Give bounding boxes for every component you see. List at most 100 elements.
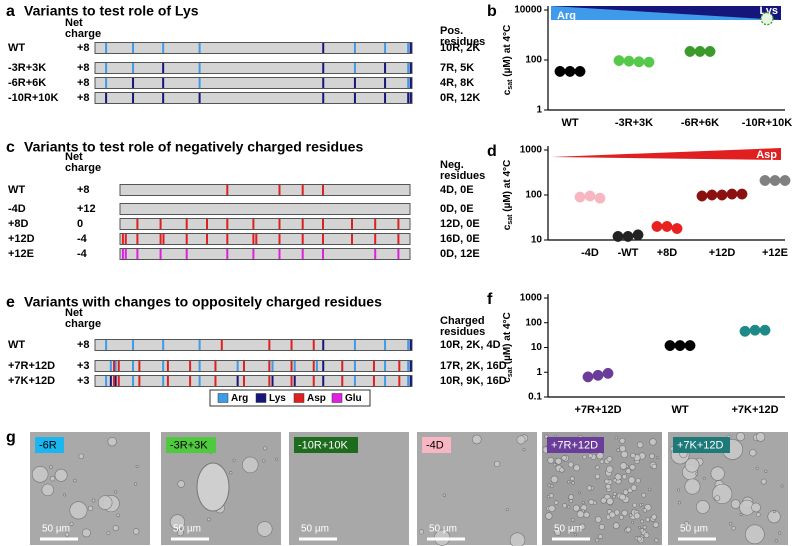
droplet xyxy=(630,452,636,459)
column-header: charge xyxy=(65,28,101,40)
residue-count: 16D, 0E xyxy=(440,233,480,245)
residue-stripe xyxy=(353,361,356,371)
residue-stripe xyxy=(409,43,412,53)
column-header: charge xyxy=(65,162,101,174)
residue-stripe xyxy=(409,361,412,371)
gradient-wedge xyxy=(551,6,781,20)
legend-swatch xyxy=(293,393,305,403)
droplet xyxy=(619,445,627,453)
data-point xyxy=(643,56,655,68)
droplet xyxy=(712,483,733,505)
droplet xyxy=(132,528,140,535)
legend-swatch xyxy=(331,393,343,403)
row-label: +7R+12D xyxy=(8,360,55,372)
droplet xyxy=(635,478,641,484)
residue-stripe xyxy=(374,249,377,259)
residue-count: 10R, 9K, 16D xyxy=(440,375,507,387)
y-tick-label: 10 xyxy=(531,342,543,353)
droplet xyxy=(614,436,618,440)
residue-stripe xyxy=(252,234,255,244)
droplet xyxy=(262,459,266,463)
droplet xyxy=(655,456,659,459)
droplet xyxy=(275,457,279,461)
sequence-bar xyxy=(94,92,413,104)
residue-stripe xyxy=(384,63,387,73)
residue-stripe xyxy=(113,376,116,386)
droplet xyxy=(639,528,644,533)
residue-stripe xyxy=(242,361,245,371)
data-point xyxy=(759,324,771,336)
net-charge: +8 xyxy=(77,92,90,104)
sequence-bar xyxy=(119,233,411,245)
y-axis-label-part: c xyxy=(502,224,513,230)
droplet xyxy=(595,538,600,543)
residue-count: 7R, 5K xyxy=(440,62,474,74)
residue-stripe xyxy=(138,376,141,386)
droplet xyxy=(755,466,759,470)
x-tick-label: +7K+12D xyxy=(731,404,778,416)
band-label: Arg xyxy=(557,10,576,22)
residue-stripe xyxy=(189,376,192,386)
residue-stripe xyxy=(214,361,217,371)
sample-label: -6R xyxy=(39,439,57,451)
row-label: -4D xyxy=(8,203,26,215)
residue-stripe xyxy=(407,340,410,350)
x-tick-label: -WT xyxy=(618,247,639,259)
row-label: WT xyxy=(8,184,25,196)
panel-letter: a xyxy=(6,3,15,20)
column-header: residues xyxy=(440,170,485,182)
droplet xyxy=(581,500,585,505)
residue-stripe xyxy=(407,63,410,73)
droplet xyxy=(242,456,259,474)
residue-stripe xyxy=(384,43,387,53)
y-axis-label-part: sat xyxy=(507,79,514,90)
droplet xyxy=(702,477,706,481)
droplet xyxy=(730,499,741,509)
droplet xyxy=(647,487,652,492)
residue-stripe xyxy=(162,234,165,244)
data-point xyxy=(739,325,751,337)
x-tick-label: -3R+3K xyxy=(615,117,653,129)
residue-stripe xyxy=(162,93,165,103)
residue-stripe xyxy=(105,63,108,73)
residue-stripe xyxy=(268,376,271,386)
data-point xyxy=(651,221,663,232)
data-point xyxy=(749,324,761,336)
residue-stripe xyxy=(397,234,400,244)
residue-stripe xyxy=(301,249,304,259)
column-header: Neg. xyxy=(440,159,464,171)
legend-label: Asp xyxy=(307,393,326,404)
y-tick-label: 10 xyxy=(531,235,543,246)
residue-stripe xyxy=(226,234,229,244)
residue-stripe xyxy=(162,376,165,386)
data-point xyxy=(674,340,686,351)
legend-label: Arg xyxy=(231,393,248,404)
column-header: Charged xyxy=(440,315,485,327)
sample-label: -4D xyxy=(426,439,444,451)
droplet xyxy=(614,473,622,481)
droplet xyxy=(418,529,424,535)
residue-stripe xyxy=(132,43,135,53)
data-point xyxy=(706,189,718,201)
droplet xyxy=(774,539,778,543)
residue-count: 10R, 2K, 4D xyxy=(440,339,501,351)
residue-stripe xyxy=(113,361,116,371)
droplet xyxy=(196,462,230,512)
residue-stripe xyxy=(198,376,201,386)
data-point xyxy=(769,175,781,186)
data-point xyxy=(613,55,625,67)
net-charge: -4 xyxy=(77,233,88,245)
residue-stripe xyxy=(397,249,400,259)
residue-stripe xyxy=(198,93,201,103)
residue-stripe xyxy=(398,376,401,386)
droplet xyxy=(561,455,567,461)
droplet xyxy=(442,493,447,497)
residue-count: 4R, 8K xyxy=(440,77,474,89)
y-axis-label-part: (µM) at 4°C xyxy=(502,312,513,367)
residue-stripe xyxy=(312,361,315,371)
data-point xyxy=(584,190,596,202)
droplet xyxy=(677,488,681,492)
droplet xyxy=(547,456,555,464)
residue-stripe xyxy=(384,93,387,103)
droplet xyxy=(755,432,766,442)
